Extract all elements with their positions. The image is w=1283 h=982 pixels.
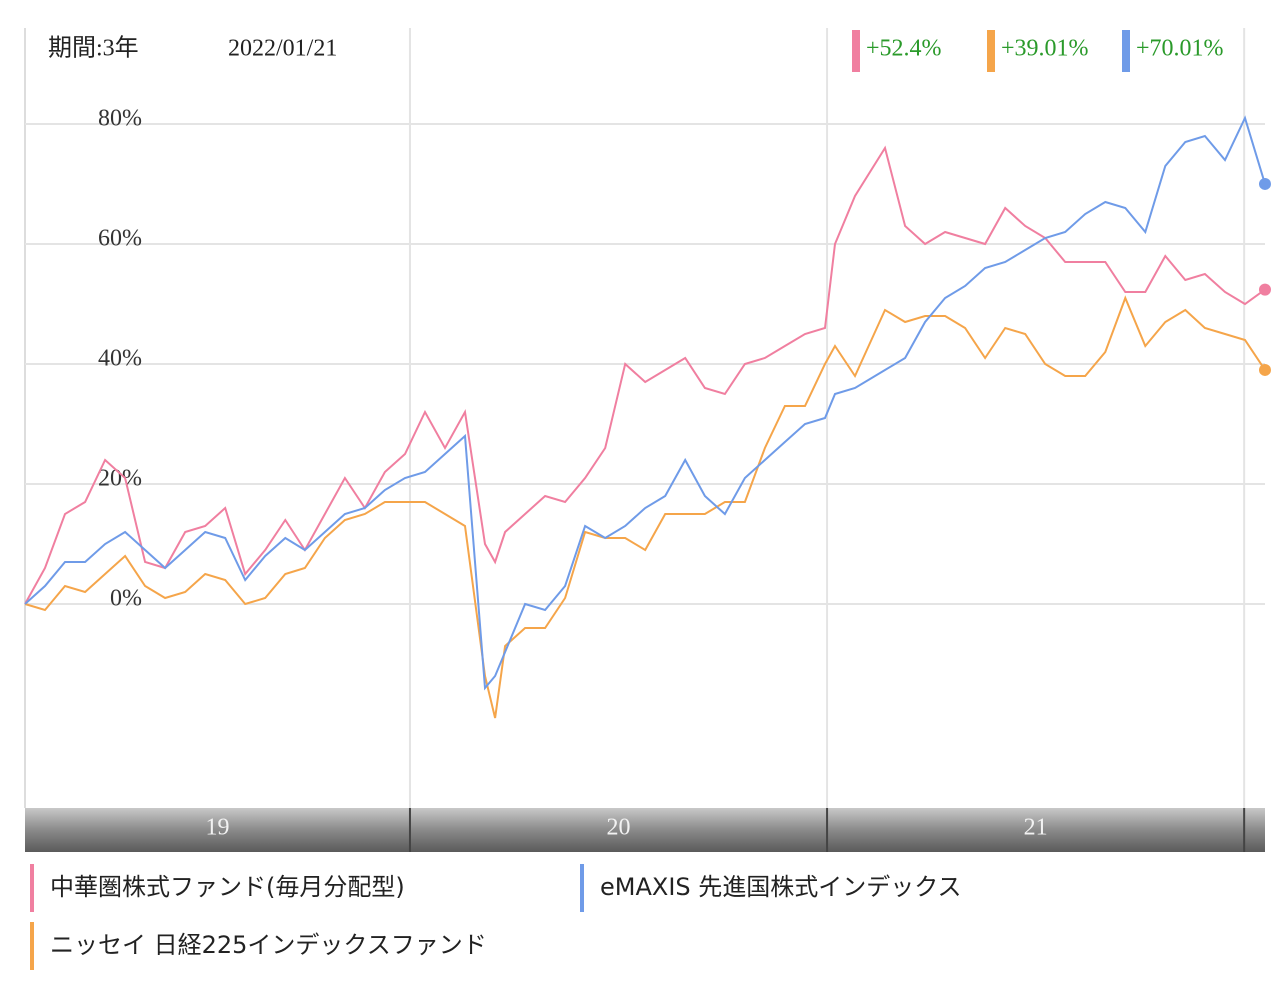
badge-swatch [852,30,860,72]
series-line [24,295,1266,719]
legend-swatch [580,864,584,912]
x-band-label: 20 [607,815,631,841]
y-tick-label: 60% [98,226,142,252]
y-tick-label: 20% [98,466,142,492]
y-tick-label: 40% [98,346,142,372]
change-label: +70.01% [1136,36,1224,62]
end-point [1259,283,1271,296]
x-band-label: 21 [1024,815,1048,841]
series-line [24,115,1266,691]
change-label: +39.01% [1001,36,1089,62]
badge-swatch [987,30,995,72]
end-point [1259,363,1271,376]
y-tick-label: 80% [98,106,142,132]
legend-swatch [30,864,34,912]
y-tick-label: 0% [110,586,142,612]
x-axis-bar [25,808,1265,852]
legend-swatch [30,922,34,970]
badge-swatch [1122,30,1130,72]
period-label: 期間:3年 [48,35,139,62]
change-label: +52.4% [866,36,942,62]
legend-label: 中華圏株式ファンド(毎月分配型) [50,873,405,901]
series-line [24,145,1266,605]
x-band-label: 19 [205,815,229,841]
legend-label: eMAXIS 先進国株式インデックス [600,873,962,901]
end-point [1259,177,1271,190]
date-label: 2022/01/21 [228,36,337,62]
legend-label: ニッセイ 日経225インデックスファンド [50,931,487,959]
